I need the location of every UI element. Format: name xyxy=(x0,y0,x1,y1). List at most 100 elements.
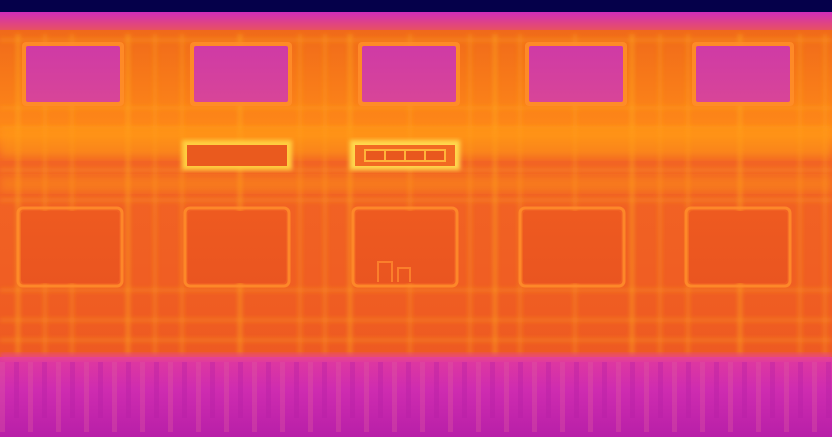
grid-seam-vertical xyxy=(298,34,302,356)
ground-streak xyxy=(476,362,481,432)
ground-streak xyxy=(126,362,131,418)
ground-streak xyxy=(434,362,439,418)
ground-streak xyxy=(168,362,173,432)
ground-streak xyxy=(364,362,369,432)
ground-streak xyxy=(784,362,789,432)
ground-streak xyxy=(420,362,425,432)
grid-seam-vertical xyxy=(658,34,662,356)
lower-panel-row xyxy=(16,206,792,288)
ground-streak xyxy=(322,362,327,418)
ground-streak xyxy=(518,362,523,418)
vent-right xyxy=(350,140,460,170)
ground-streak xyxy=(154,362,159,418)
ground-streak xyxy=(210,362,215,418)
window-icon xyxy=(22,42,124,106)
window-icon xyxy=(358,42,460,106)
grid-seam-horizontal xyxy=(0,288,832,292)
grid-seam-vertical xyxy=(16,34,20,356)
panel-icon xyxy=(684,206,792,288)
grid-seam-vertical xyxy=(686,34,690,356)
hot-horizontal-band-lower xyxy=(0,176,832,192)
grid-seam-vertical xyxy=(348,34,352,356)
ground-streak xyxy=(546,362,551,418)
ground-streak xyxy=(224,362,229,432)
grid-seam-vertical xyxy=(630,34,634,356)
ground-streak xyxy=(406,362,411,418)
ground-streak xyxy=(728,362,733,432)
grid-seam-vertical xyxy=(153,34,157,356)
ground-streak xyxy=(644,362,649,432)
ground-streak xyxy=(196,362,201,432)
ground-streak xyxy=(308,362,313,432)
ground-streak xyxy=(686,362,691,418)
window-icon xyxy=(525,42,627,106)
ground-streak xyxy=(266,362,271,418)
ground-streak xyxy=(672,362,677,432)
ground-band xyxy=(0,357,832,437)
ground-texture xyxy=(0,362,831,432)
grid-seam-horizontal xyxy=(0,338,832,342)
ground-streak xyxy=(56,362,61,432)
sky-band xyxy=(0,0,832,14)
panel-icon xyxy=(183,206,291,288)
ground-streak xyxy=(28,362,33,432)
ground-streak xyxy=(350,362,355,418)
grid-seam-horizontal xyxy=(0,198,832,202)
window-icon xyxy=(190,42,292,106)
panel-icon xyxy=(518,206,626,288)
ground-streak xyxy=(238,362,243,418)
ground-streak xyxy=(280,362,285,432)
ground-streak xyxy=(504,362,509,432)
ground-streak xyxy=(560,362,565,432)
grid-seam-vertical xyxy=(180,34,184,356)
ground-streak xyxy=(756,362,761,432)
ground-streak xyxy=(98,362,103,418)
ground-streak xyxy=(490,362,495,418)
ground-streak xyxy=(84,362,89,432)
grid-seam-vertical xyxy=(323,34,327,356)
ground-streak xyxy=(392,362,397,432)
vent-left xyxy=(182,140,292,170)
grid-seam-vertical xyxy=(70,34,74,356)
ground-streak xyxy=(0,362,5,432)
ground-streak xyxy=(630,362,635,418)
ground-streak xyxy=(140,362,145,432)
grid-seam-vertical xyxy=(468,34,472,356)
ground-streak xyxy=(448,362,453,432)
ground-streak xyxy=(532,362,537,432)
grid-seam-vertical xyxy=(408,34,412,356)
grid-seam-horizontal xyxy=(0,38,832,42)
ground-streak xyxy=(574,362,579,418)
panel-icon xyxy=(16,206,124,288)
ground-streak xyxy=(294,362,299,418)
ground-streak xyxy=(14,362,19,418)
grid-seam-vertical xyxy=(43,34,47,356)
grid-seam-vertical xyxy=(238,34,242,356)
ground-streak xyxy=(658,362,663,418)
door-detail xyxy=(377,261,411,282)
ground-streak xyxy=(812,362,817,432)
upper-window-row xyxy=(22,42,794,106)
ground-streak xyxy=(742,362,747,418)
ground-streak xyxy=(588,362,593,432)
ground-streak xyxy=(714,362,719,418)
ground-edge xyxy=(0,353,832,361)
ground-streak xyxy=(616,362,621,432)
ground-streak xyxy=(826,362,831,418)
ground-streak xyxy=(700,362,705,432)
window-icon xyxy=(692,42,794,106)
grid-seam-vertical xyxy=(126,34,130,356)
ground-streak xyxy=(182,362,187,418)
grid-seam-horizontal xyxy=(0,318,832,322)
grid-seam-vertical xyxy=(493,34,497,356)
grid-seam-vertical xyxy=(518,34,522,356)
ground-streak xyxy=(112,362,117,432)
grid-seam-vertical xyxy=(738,34,742,356)
ground-streak xyxy=(70,362,75,418)
grid-seam-horizontal xyxy=(0,106,832,110)
grid-seam-vertical xyxy=(798,34,802,356)
grid-seam-vertical xyxy=(573,34,577,356)
ground-streak xyxy=(798,362,803,418)
